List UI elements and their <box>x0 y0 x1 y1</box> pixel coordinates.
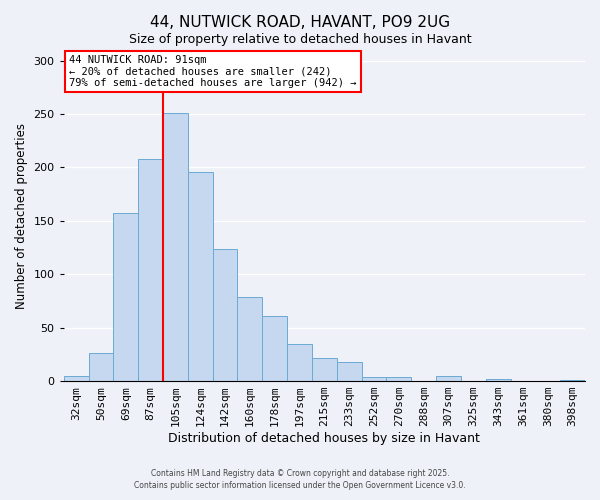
Bar <box>188 172 212 381</box>
Bar <box>560 380 585 381</box>
Text: 44 NUTWICK ROAD: 91sqm
← 20% of detached houses are smaller (242)
79% of semi-de: 44 NUTWICK ROAD: 91sqm ← 20% of detached… <box>69 55 356 88</box>
Bar <box>212 248 238 381</box>
Bar <box>138 159 163 381</box>
X-axis label: Distribution of detached houses by size in Havant: Distribution of detached houses by size … <box>169 432 480 445</box>
Y-axis label: Number of detached properties: Number of detached properties <box>15 122 28 308</box>
Bar <box>486 379 511 381</box>
Bar <box>89 354 113 381</box>
Bar <box>64 376 89 381</box>
Bar <box>436 376 461 381</box>
Bar <box>238 296 262 381</box>
Text: Size of property relative to detached houses in Havant: Size of property relative to detached ho… <box>128 32 472 46</box>
Bar <box>113 214 138 381</box>
Bar <box>312 358 337 381</box>
Text: 44, NUTWICK ROAD, HAVANT, PO9 2UG: 44, NUTWICK ROAD, HAVANT, PO9 2UG <box>150 15 450 30</box>
Text: Contains HM Land Registry data © Crown copyright and database right 2025.
Contai: Contains HM Land Registry data © Crown c… <box>134 468 466 490</box>
Bar <box>337 362 362 381</box>
Bar <box>287 344 312 381</box>
Bar <box>163 113 188 381</box>
Bar <box>362 377 386 381</box>
Bar <box>386 377 411 381</box>
Bar <box>262 316 287 381</box>
